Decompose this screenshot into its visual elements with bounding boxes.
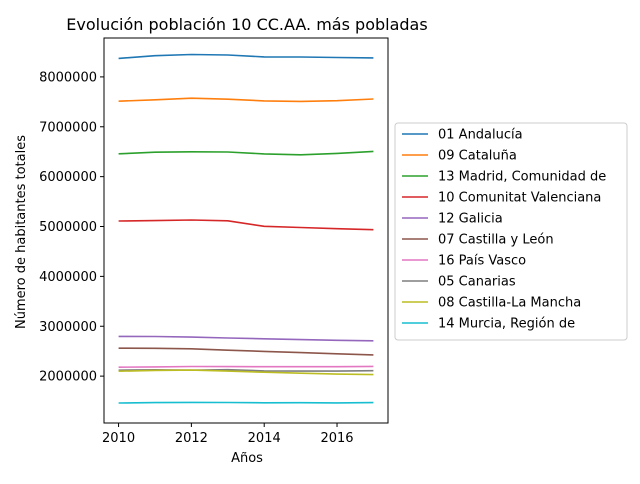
y-tick-label: 2000000: [39, 370, 97, 385]
axes-layer: 2010 2012 2014 2016 2000000 3000000 4000000 500…: [39, 37, 389, 446]
series-line-2: [118, 97, 374, 103]
legend: 01 Andalucía 09 Cataluña 13 Madrid, Comuni…: [394, 122, 628, 341]
x-tick-label: 2014: [248, 431, 281, 446]
y-axis-label: Número de habitantes totales: [14, 135, 29, 329]
legend-label-10: 14 Murcia, Región de: [438, 317, 575, 332]
series-line-5: [118, 335, 374, 342]
y-tick-label: 8000000: [39, 70, 97, 85]
series-line-7: [118, 365, 374, 368]
x-tick-label: 2016: [320, 431, 353, 446]
series-line-4: [118, 219, 374, 231]
y-tick-label: 7000000: [39, 120, 97, 135]
legend-label-9: 08 Castilla-La Mancha: [438, 296, 581, 311]
series-line-9: [118, 369, 374, 376]
chart-title: Evolución población 10 CC.AA. más poblad…: [66, 15, 427, 34]
legend-label-8: 05 Canarias: [438, 275, 516, 290]
x-tick-label: 2012: [175, 431, 208, 446]
series-line-1: [118, 53, 374, 60]
plot-frame: [103, 37, 389, 424]
legend-label-6: 07 Castilla y León: [438, 233, 554, 248]
legend-label-3: 13 Madrid, Comunidad de: [438, 170, 606, 185]
series-layer: [118, 53, 374, 404]
legend-label-2: 09 Cataluña: [438, 149, 517, 164]
legend-box: [394, 122, 628, 341]
x-tick-label: 2010: [102, 431, 135, 446]
x-axis-label: Años: [231, 451, 263, 466]
series-line-10: [118, 401, 374, 404]
legend-label-7: 16 País Vasco: [438, 254, 526, 269]
legend-label-1: 01 Andalucía: [438, 128, 523, 143]
y-tick-label: 6000000: [39, 170, 97, 185]
y-tick-label: 3000000: [39, 320, 97, 335]
y-tick-label: 5000000: [39, 220, 97, 235]
legend-label-4: 10 Comunitat Valenciana: [438, 191, 601, 206]
series-line-6: [118, 347, 374, 356]
y-tick-label: 4000000: [39, 270, 97, 285]
series-line-3: [118, 150, 374, 156]
legend-label-5: 12 Galicia: [438, 212, 503, 227]
